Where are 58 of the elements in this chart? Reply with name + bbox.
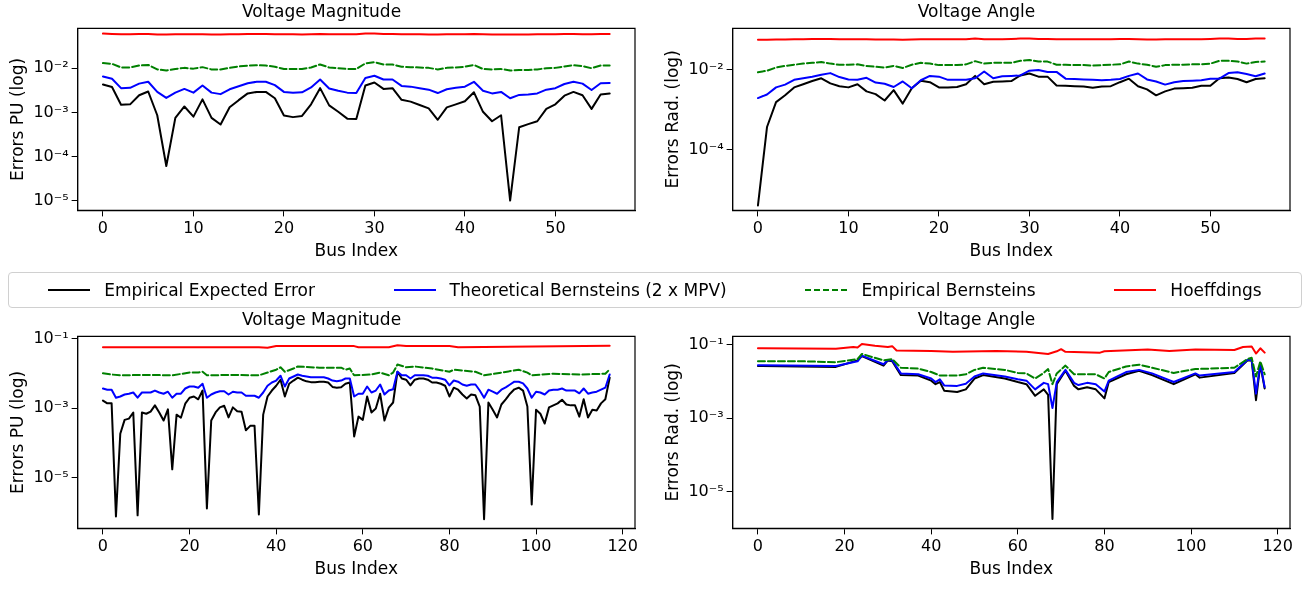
y-axis-title: Errors PU (log) bbox=[6, 370, 27, 494]
x-tick-label: 60 bbox=[1007, 536, 1028, 556]
legend-label: Theoretical Bernsteins (2 x MPV) bbox=[449, 280, 727, 300]
legend-label: Empirical Expected Error bbox=[104, 280, 315, 300]
y-tick-label: 10⁻⁵ bbox=[33, 466, 69, 486]
x-tick-label: 80 bbox=[439, 536, 460, 556]
x-tick-label: 50 bbox=[545, 218, 566, 238]
x-tick-label: 120 bbox=[607, 536, 638, 556]
x-tick-label: 0 bbox=[97, 536, 109, 556]
x-tick-label: 0 bbox=[752, 536, 764, 556]
line-series bbox=[756, 352, 1266, 386]
x-tick-label: 40 bbox=[266, 536, 287, 556]
chart-title: Voltage Angle bbox=[917, 308, 1036, 329]
x-tick-label: 0 bbox=[97, 218, 109, 238]
line-series bbox=[756, 59, 1266, 74]
x-tick-label: 120 bbox=[1262, 536, 1293, 556]
y-tick-label: 10⁻⁵ bbox=[688, 480, 724, 500]
chart-title: Voltage Magnitude bbox=[241, 0, 402, 21]
x-tick-label: 20 bbox=[834, 536, 855, 556]
y-tick-label: 10⁻³ bbox=[33, 101, 69, 121]
x-tick-label: 10 bbox=[838, 218, 859, 238]
x-axis-title: Bus Index bbox=[969, 558, 1054, 579]
x-tick-label: 0 bbox=[752, 218, 764, 238]
x-tick-label: 80 bbox=[1094, 536, 1115, 556]
x-tick-label: 20 bbox=[928, 218, 950, 238]
y-tick-label: 10⁻⁴ bbox=[688, 138, 724, 158]
y-tick-label: 10⁻³ bbox=[688, 407, 724, 427]
y-tick-label: 10⁻¹ bbox=[33, 327, 69, 347]
y-tick-label: 10⁻¹ bbox=[688, 334, 724, 354]
line-series bbox=[101, 363, 611, 377]
chart-title: Voltage Magnitude bbox=[241, 308, 402, 329]
y-tick-label: 10⁻² bbox=[688, 59, 724, 79]
y-axis-title: Errors Rad. (log) bbox=[661, 50, 682, 189]
x-axis-title: Bus Index bbox=[314, 558, 399, 579]
x-tick-label: 60 bbox=[352, 536, 373, 556]
y-tick-label: 10⁻⁴ bbox=[33, 145, 69, 165]
y-axis-title: Errors Rad. (log) bbox=[661, 363, 682, 502]
y-axis-title: Errors PU (log) bbox=[6, 57, 27, 181]
chart-title: Voltage Angle bbox=[917, 0, 1036, 21]
x-tick-label: 40 bbox=[454, 218, 476, 238]
x-axis-title: Bus Index bbox=[314, 240, 399, 261]
x-tick-label: 40 bbox=[921, 536, 942, 556]
line-series bbox=[101, 61, 611, 72]
y-tick-label: 10⁻³ bbox=[33, 397, 69, 417]
legend-label: Hoeffdings bbox=[1170, 280, 1262, 300]
x-tick-label: 20 bbox=[179, 536, 200, 556]
x-tick-label: 20 bbox=[273, 218, 295, 238]
x-tick-label: 10 bbox=[183, 218, 204, 238]
legend-label: Empirical Bernsteins bbox=[861, 280, 1036, 300]
x-axis-title: Bus Index bbox=[969, 240, 1054, 261]
x-tick-label: 40 bbox=[1109, 218, 1131, 238]
x-tick-label: 50 bbox=[1200, 218, 1221, 238]
x-tick-label: 100 bbox=[1175, 536, 1207, 556]
x-tick-label: 30 bbox=[364, 218, 385, 238]
y-tick-label: 10⁻² bbox=[33, 57, 69, 77]
x-tick-label: 100 bbox=[520, 536, 552, 556]
x-tick-label: 30 bbox=[1019, 218, 1040, 238]
y-tick-label: 10⁻⁵ bbox=[33, 189, 69, 209]
